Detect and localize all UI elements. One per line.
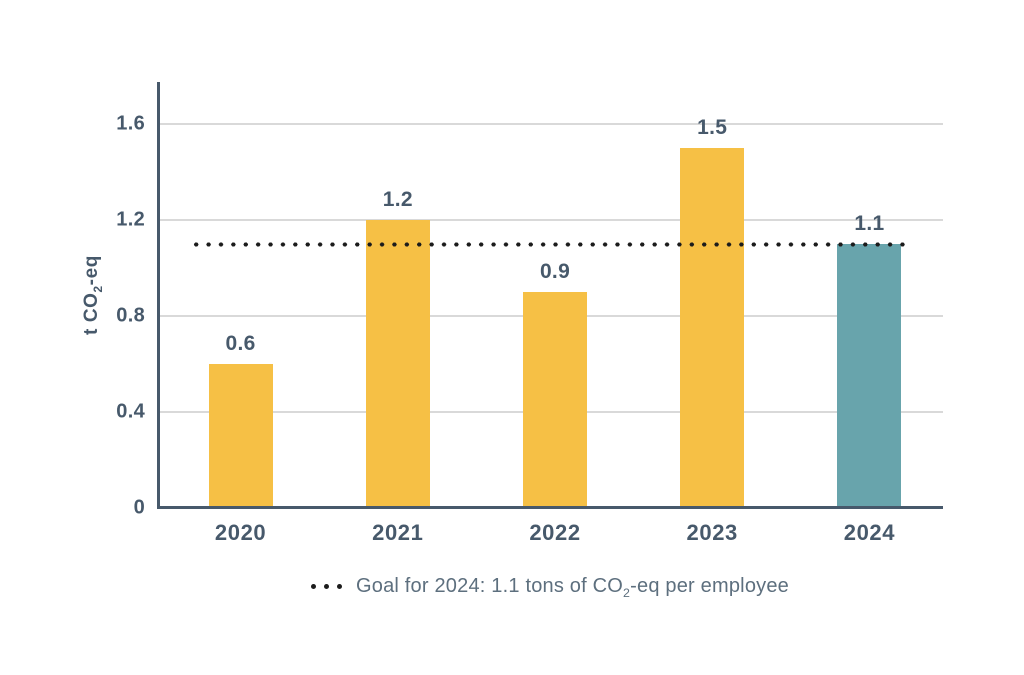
x-tick-label: 2022 bbox=[529, 520, 581, 545]
bar-column: 1.1 2024 bbox=[791, 82, 948, 545]
y-tick-label: 0.4 bbox=[116, 400, 145, 423]
legend-label-pre: Goal for 2024: 1.1 tons of CO bbox=[355, 574, 624, 597]
x-axis-line bbox=[157, 506, 943, 509]
bar-2020 bbox=[208, 364, 273, 508]
bar-column: 0.6 2020 bbox=[162, 82, 319, 545]
y-tick-label: 1.2 bbox=[116, 208, 145, 231]
goal-line-legend-label: Goal for 2024: 1.1 tons of CO2-eq per em… bbox=[355, 574, 789, 600]
bar-value-label: 0.9 bbox=[539, 260, 571, 283]
y-tick-label: 0.8 bbox=[116, 304, 145, 327]
y-axis-tick-labels: 0 0.4 0.8 1.2 1.6 bbox=[0, 82, 151, 519]
x-tick-label: 2021 bbox=[372, 520, 424, 545]
x-tick-label: 2024 bbox=[843, 520, 896, 545]
goal-line-legend-marker bbox=[310, 583, 342, 589]
bars-container: 0.6 2020 1.2 2021 0.9 2022 1.5 2023 1.1 2024 bbox=[162, 82, 948, 545]
bar-column: 1.5 2023 bbox=[634, 82, 791, 545]
legend-dot-icon bbox=[336, 583, 342, 589]
gridline bbox=[157, 123, 943, 125]
goal-line bbox=[190, 241, 908, 247]
y-tick-label: 1.6 bbox=[116, 112, 145, 135]
y-tick-label: 0 bbox=[133, 496, 145, 519]
x-tick-label: 2023 bbox=[686, 520, 738, 545]
legend-dot-icon bbox=[323, 583, 329, 589]
x-tick-label: 2020 bbox=[214, 520, 267, 545]
gridline bbox=[157, 219, 943, 221]
y-axis-line bbox=[157, 82, 160, 508]
bar-2023 bbox=[680, 148, 745, 508]
bar-value-label: 0.6 bbox=[225, 332, 256, 355]
bar-2024 bbox=[837, 244, 902, 508]
bar-2022 bbox=[523, 292, 587, 508]
legend-label-post: -eq per employee bbox=[630, 574, 789, 597]
bar-value-label: 1.1 bbox=[854, 212, 885, 235]
bar-column: 1.2 2021 bbox=[319, 82, 476, 545]
bar-value-label: 1.5 bbox=[697, 116, 728, 139]
bar-2021 bbox=[365, 220, 430, 508]
legend-label-subscript: 2 bbox=[623, 585, 631, 600]
bar-column: 0.9 2022 bbox=[476, 82, 633, 545]
legend: Goal for 2024: 1.1 tons of CO2-eq per em… bbox=[157, 570, 943, 602]
bar-value-label: 1.2 bbox=[382, 188, 413, 211]
plot-area: 0.6 2020 1.2 2021 0.9 2022 1.5 2023 1.1 2024 bbox=[157, 82, 943, 545]
legend-dot-icon bbox=[310, 583, 316, 589]
